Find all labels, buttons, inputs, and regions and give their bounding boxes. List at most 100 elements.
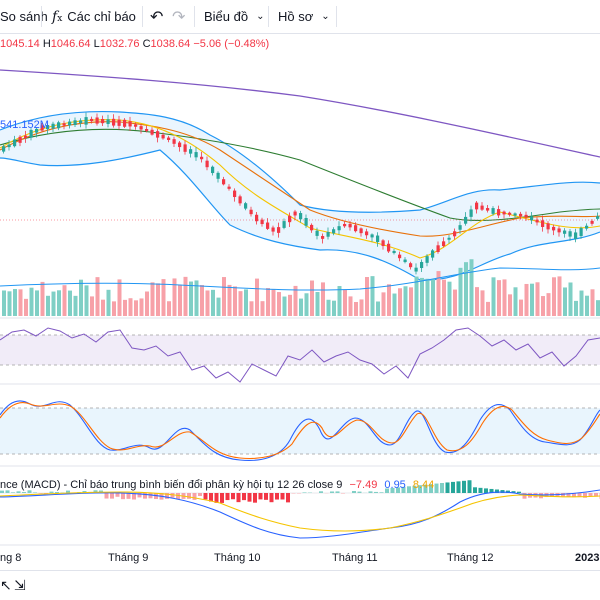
volume-bar — [574, 300, 578, 316]
volume-bar — [508, 294, 512, 316]
candle — [403, 259, 407, 263]
volume-bar — [35, 290, 39, 316]
candle — [57, 122, 61, 129]
low-value: 1032.76 — [99, 38, 140, 50]
cursor-icon[interactable]: ↖ — [0, 577, 12, 593]
candle — [508, 212, 512, 215]
volume-bar — [172, 278, 177, 316]
macd-histogram-bar — [577, 493, 582, 497]
candle — [442, 241, 446, 247]
volume-bar — [447, 281, 452, 316]
candle — [40, 125, 44, 131]
volume-bar — [304, 293, 309, 316]
macd-histogram-bar — [82, 490, 87, 493]
macd-histogram-bar — [11, 492, 15, 493]
rsi-pane — [0, 327, 600, 383]
candle — [117, 119, 121, 126]
candle — [502, 211, 506, 215]
candle — [101, 119, 105, 124]
macd-histogram-bar — [588, 493, 593, 497]
volume-bar — [403, 286, 408, 316]
candle — [376, 235, 380, 243]
candle — [145, 128, 149, 132]
volume-bar — [277, 292, 281, 316]
macd-histogram-bar — [407, 486, 411, 493]
candle — [590, 220, 594, 224]
volume-bar — [18, 289, 23, 316]
macd-histogram-bar — [214, 493, 219, 503]
macd-histogram-bar — [396, 487, 400, 493]
volume-bar — [156, 283, 160, 316]
replay-icon[interactable]: ⇲ — [14, 577, 26, 593]
candle — [95, 117, 99, 124]
volume-bar — [117, 279, 122, 316]
volume-bar — [139, 298, 144, 316]
macd-histogram-bar — [462, 480, 466, 493]
change-value: −5.06 (−0.48%) — [193, 38, 270, 50]
price-chart[interactable] — [0, 34, 600, 550]
candle — [524, 214, 528, 218]
candle — [178, 142, 182, 148]
high-key: H — [42, 38, 51, 50]
candle — [211, 166, 215, 174]
volume-bar — [205, 290, 210, 316]
candle — [293, 211, 297, 216]
macd-histogram-bar — [429, 484, 433, 493]
candle — [557, 228, 561, 233]
candle — [172, 139, 176, 144]
candle — [552, 226, 556, 231]
chart-type-button[interactable]: Biểu đồ ⌄ — [204, 0, 264, 33]
macd-histogram-bar — [280, 493, 285, 500]
macd-histogram-bar — [198, 493, 202, 497]
volume-bar — [68, 290, 72, 316]
candle — [189, 149, 193, 154]
compare-button[interactable]: So sánh — [0, 0, 48, 33]
volume-bar — [106, 289, 111, 316]
undo-icon[interactable]: ↶ — [150, 8, 164, 26]
volume-bar — [579, 290, 584, 316]
macd-histogram-bar — [352, 491, 356, 493]
candle — [398, 254, 402, 259]
macd-histogram-bar — [275, 493, 279, 500]
profile-button[interactable]: Hồ sơ ⌄ — [278, 0, 330, 33]
volume-bar — [183, 276, 188, 316]
volume-bar — [46, 295, 50, 316]
candle — [425, 256, 429, 263]
candle — [2, 146, 6, 152]
candle — [161, 134, 165, 139]
volume-bar — [167, 301, 171, 316]
candle — [486, 208, 490, 211]
candle — [139, 126, 143, 130]
macd-histogram-bar — [132, 493, 136, 500]
rsi-line — [0, 327, 600, 383]
volume-bar — [51, 291, 56, 316]
macd-histogram-bar — [148, 493, 153, 499]
toolbar-divider — [336, 6, 337, 27]
candle — [387, 243, 391, 252]
macd-histogram-bar — [335, 491, 340, 493]
candle — [238, 196, 242, 204]
candle — [7, 144, 11, 148]
volume-bar — [425, 278, 430, 316]
macd-histogram-bar — [231, 493, 235, 500]
macd-histogram-bar — [93, 490, 98, 493]
volume-bar — [420, 277, 424, 316]
volume-bar — [469, 259, 474, 316]
volume-bar — [150, 282, 155, 316]
volume-bar — [178, 284, 182, 316]
macd-histogram-bar — [49, 491, 54, 493]
candle — [222, 179, 226, 185]
volume-bar — [348, 296, 353, 316]
redo-icon[interactable]: ↷ — [172, 8, 186, 26]
macd-histogram-bar — [187, 493, 191, 499]
volume-bar — [524, 283, 529, 316]
macd-pane — [0, 480, 600, 539]
volume-bar — [211, 289, 215, 316]
indicators-button[interactable]: fx Các chỉ báo — [52, 0, 136, 33]
candle — [112, 118, 116, 126]
volume-bar — [216, 297, 221, 316]
volume-bar — [29, 287, 34, 316]
candle — [491, 208, 495, 214]
volume-bar — [2, 290, 6, 316]
top-toolbar: So sánh fx Các chỉ báo ↶ ↷ Biểu đồ ⌄ Hồ … — [0, 0, 600, 34]
